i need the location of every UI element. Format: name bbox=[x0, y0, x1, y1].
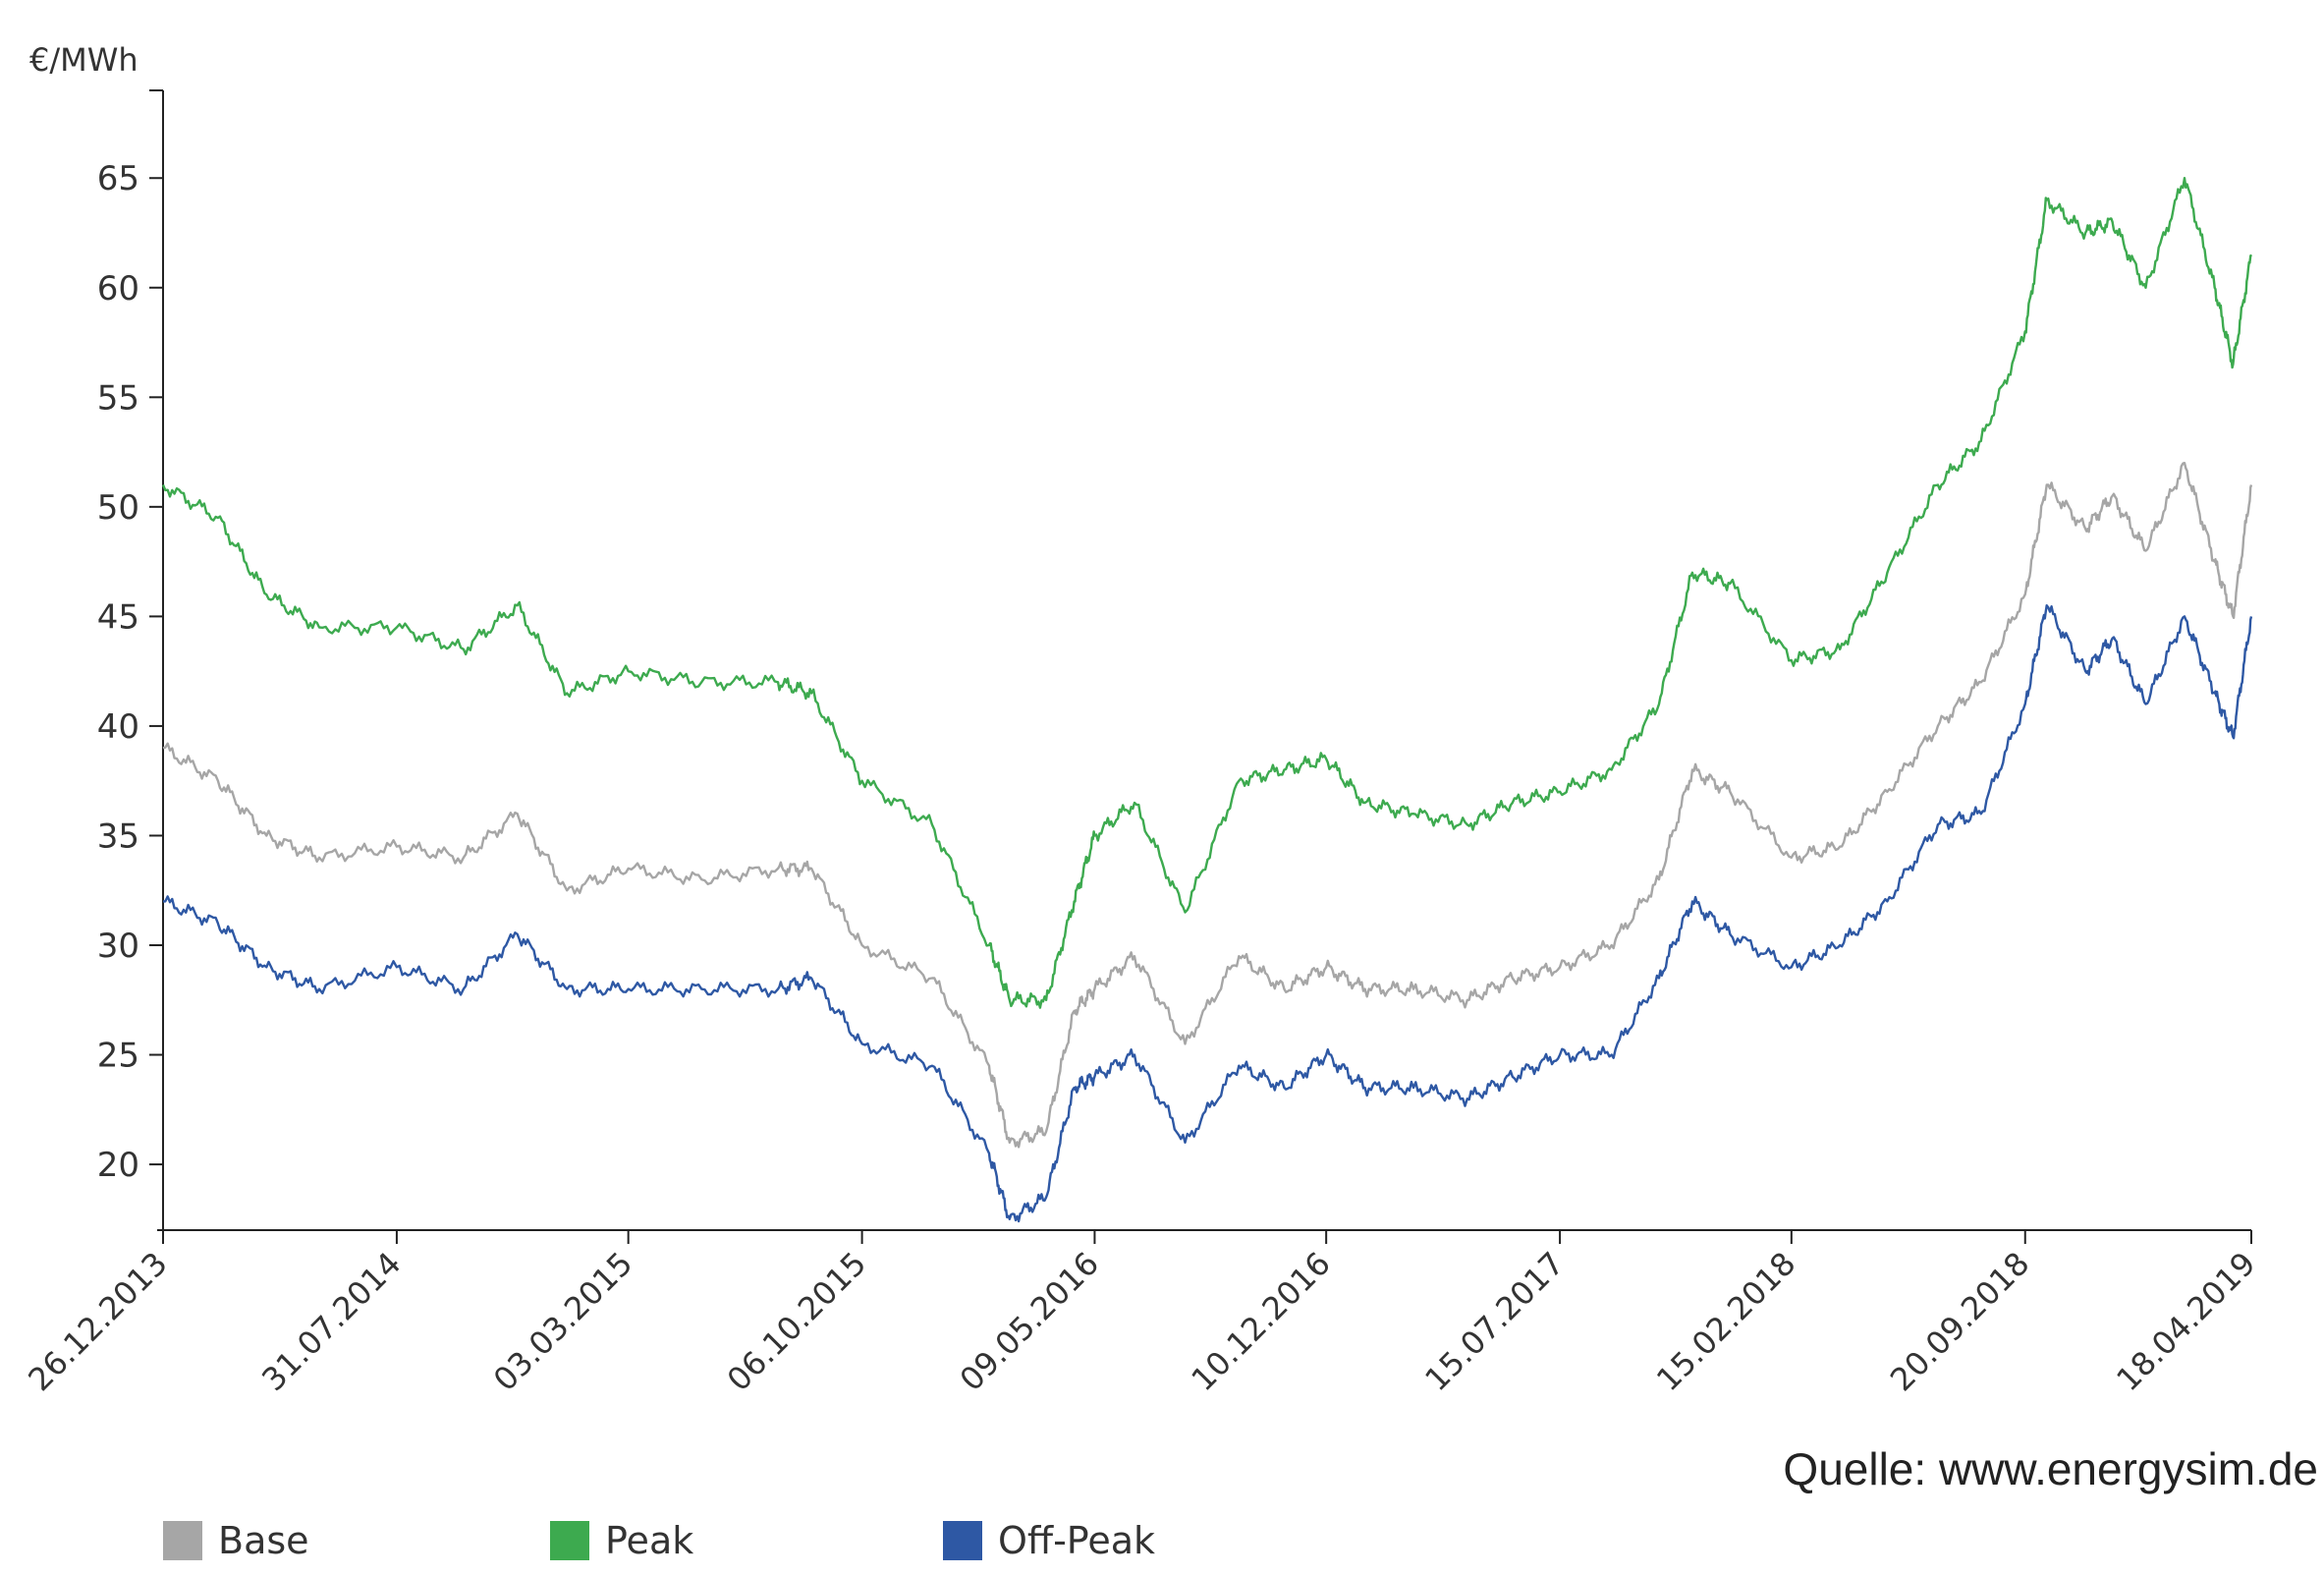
legend-item-base: Base bbox=[163, 1515, 309, 1566]
legend-label-peak: Peak bbox=[605, 1519, 694, 1562]
series-line-peak bbox=[161, 176, 2253, 1009]
x-tick-label-15.02.2018: 15.02.2018 bbox=[1649, 1245, 1802, 1398]
legend-swatch-off-peak bbox=[943, 1521, 982, 1560]
x-tick-label-18.04.2019: 18.04.2019 bbox=[2109, 1245, 2262, 1398]
legend-label-off-peak: Off-Peak bbox=[998, 1519, 1156, 1562]
legend: Base Peak Off-Peak bbox=[0, 1511, 2324, 1572]
y-tick-label-35: 35 bbox=[97, 816, 139, 856]
y-tick-label-65: 65 bbox=[97, 159, 139, 198]
x-tick-label-20.09.2018: 20.09.2018 bbox=[1883, 1245, 2036, 1398]
y-tick-label-50: 50 bbox=[97, 488, 139, 528]
source-credit: Quelle: www.energysim.de bbox=[1783, 1443, 2318, 1494]
legend-label-base: Base bbox=[218, 1519, 309, 1562]
y-axis-label: €/MWh bbox=[29, 41, 138, 79]
y-tick-label-30: 30 bbox=[97, 927, 139, 966]
y-tick-label-55: 55 bbox=[97, 378, 139, 418]
y-tick-label-40: 40 bbox=[97, 707, 139, 747]
x-tick-label-10.12.2016: 10.12.2016 bbox=[1184, 1245, 1337, 1398]
series-line-off-peak bbox=[163, 604, 2253, 1223]
x-tick-label-31.07.2014: 31.07.2014 bbox=[254, 1245, 408, 1398]
legend-swatch-base bbox=[163, 1521, 202, 1560]
x-tick-label-15.07.2017: 15.07.2017 bbox=[1417, 1245, 1571, 1398]
y-tick-label-20: 20 bbox=[97, 1146, 139, 1185]
x-tick-label-26.12.2013: 26.12.2013 bbox=[21, 1245, 174, 1398]
y-tick-label-60: 60 bbox=[97, 269, 139, 309]
legend-swatch-peak bbox=[550, 1521, 589, 1560]
legend-item-off-peak: Off-Peak bbox=[943, 1515, 1155, 1566]
legend-item-peak: Peak bbox=[550, 1515, 693, 1566]
series-line-base bbox=[162, 462, 2253, 1149]
x-tick-label-03.03.2015: 03.03.2015 bbox=[486, 1245, 639, 1398]
y-tick-label-25: 25 bbox=[97, 1037, 139, 1076]
x-tick-label-09.05.2016: 09.05.2016 bbox=[953, 1245, 1106, 1398]
y-tick-label-45: 45 bbox=[97, 597, 139, 637]
x-tick-label-06.10.2015: 06.10.2015 bbox=[720, 1245, 873, 1398]
